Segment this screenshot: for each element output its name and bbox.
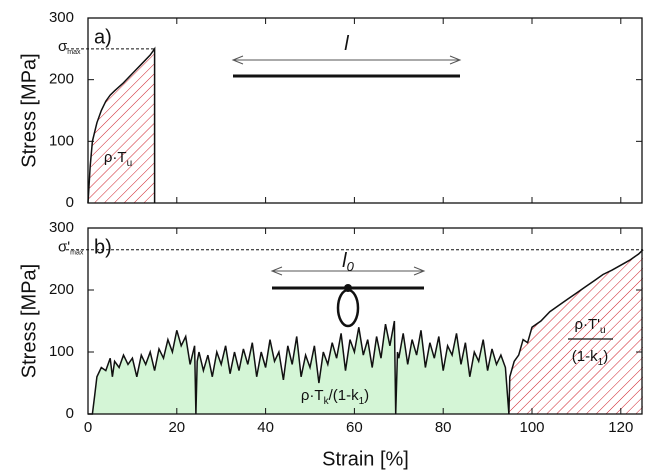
annotation-part: u xyxy=(600,325,606,336)
annotation: (1-k1) xyxy=(572,348,608,368)
y-tick-label: 0 xyxy=(66,405,74,422)
x-tick-label: 60 xyxy=(346,419,363,436)
y-tick-label: 200 xyxy=(49,281,74,298)
area-fill xyxy=(88,321,509,414)
curve xyxy=(508,249,644,415)
plot-frame xyxy=(87,17,643,204)
plot-frame xyxy=(87,227,643,415)
annotation-part: ) xyxy=(603,348,608,365)
annotation-part: 1 xyxy=(359,396,365,407)
area-fill xyxy=(88,48,155,203)
y-tick-label: 100 xyxy=(49,343,74,360)
length-label: l0 xyxy=(342,250,354,274)
x-tick-label: 120 xyxy=(608,419,633,436)
annotation: ρ·T'u xyxy=(574,316,605,336)
reference-label-sub: max xyxy=(67,49,81,56)
arrow-head xyxy=(270,266,426,276)
y-tick-label: 100 xyxy=(49,132,74,149)
x-tick-label: 40 xyxy=(257,419,274,436)
annotation-part: (1-k xyxy=(572,348,598,365)
annotation-part: ρ·T' xyxy=(574,316,600,333)
y-tick-label: 300 xyxy=(49,9,74,26)
y-axis-label: Stress [MPa] xyxy=(18,53,40,167)
y-tick-label: 300 xyxy=(49,219,74,236)
annotation-part: ) xyxy=(364,387,369,404)
length-label: l xyxy=(344,33,349,55)
x-tick-label: 80 xyxy=(435,419,452,436)
y-tick-label: 0 xyxy=(66,194,74,211)
length-label-base: l xyxy=(342,250,347,272)
reference-label-sub: max xyxy=(70,250,84,257)
x-axis-label: Strain [%] xyxy=(322,448,409,470)
annotation-part: k xyxy=(324,396,330,407)
y-tick-label: 200 xyxy=(49,71,74,88)
x-tick-label: 20 xyxy=(168,419,185,436)
arrow-head xyxy=(231,55,462,65)
panel-label: b) xyxy=(94,236,112,258)
specimen-loop xyxy=(336,288,360,328)
annotation-part: /(1-k xyxy=(329,387,360,404)
curve xyxy=(87,46,156,204)
annotation: ρ·Tu xyxy=(104,149,132,169)
panel-label: a) xyxy=(94,26,112,48)
length-label-base: l xyxy=(344,33,349,55)
reference-label: σmax xyxy=(58,38,81,56)
reference-label-base: σ xyxy=(58,38,68,55)
x-tick-label: 0 xyxy=(84,419,92,436)
y-axis-label: Stress [MPa] xyxy=(18,264,40,378)
annotation-part: ρ·T xyxy=(301,387,324,404)
area-fill xyxy=(508,249,643,414)
specimen-knot xyxy=(344,284,352,292)
annotation-part: u xyxy=(127,158,133,169)
reference-label-base: σ' xyxy=(58,239,70,256)
x-tick-label: 100 xyxy=(519,419,544,436)
curve xyxy=(88,320,510,415)
annotation: ρ·Tk/(1-k1) xyxy=(301,387,369,407)
annotation-part: 1 xyxy=(598,357,604,368)
length-label-sub: 0 xyxy=(347,259,355,274)
annotation-part: ρ·T xyxy=(104,149,127,166)
reference-label: σ'max xyxy=(58,239,84,257)
